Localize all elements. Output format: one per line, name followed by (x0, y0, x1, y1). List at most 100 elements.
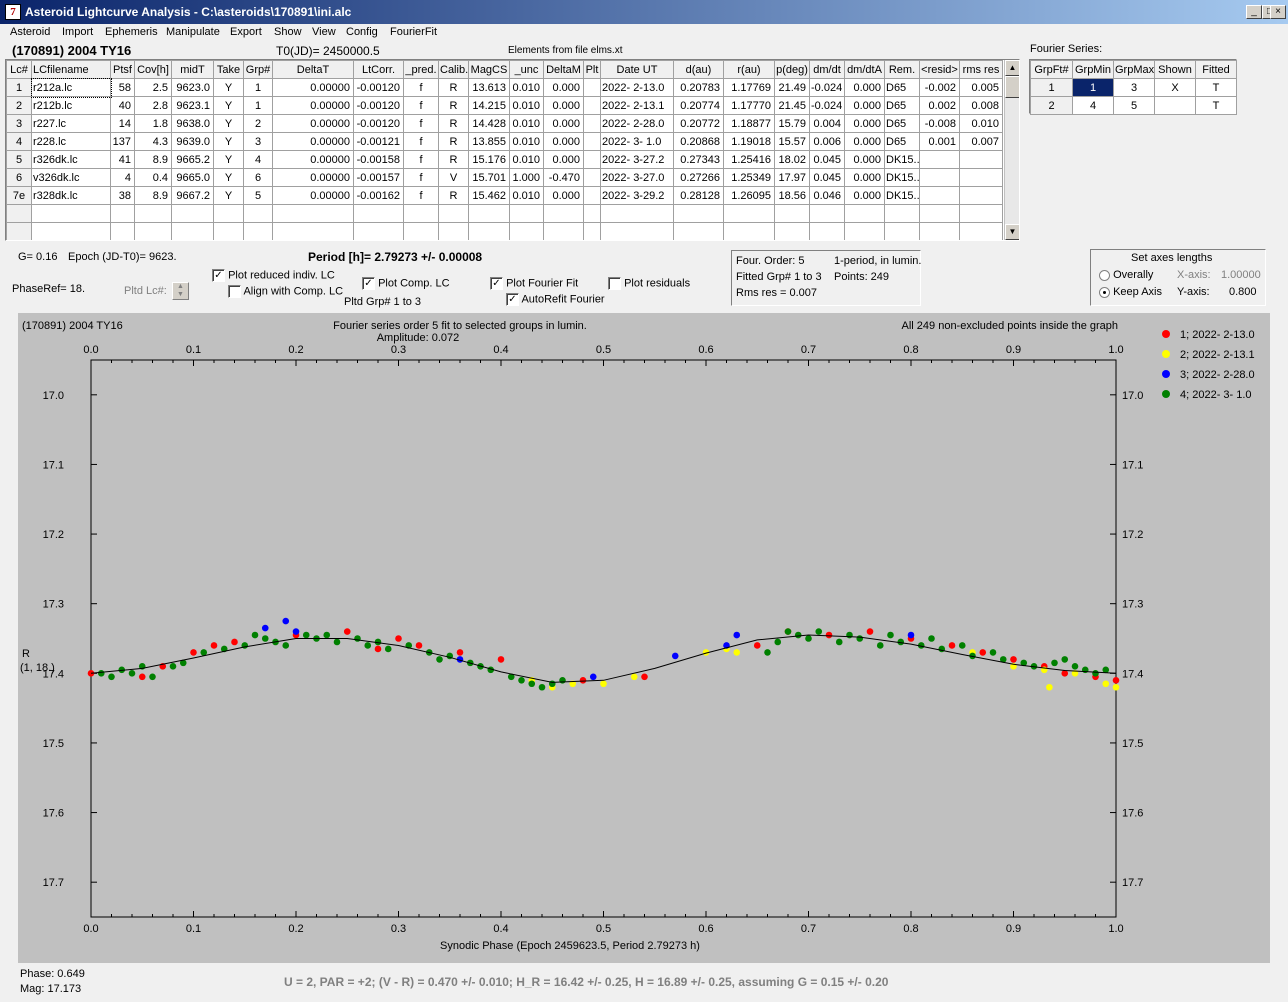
menu-export[interactable]: Export (230, 26, 262, 38)
lc-cell[interactable]: 18.02 (774, 150, 810, 169)
xaxis-value[interactable]: 1.00000 (1221, 269, 1261, 281)
lc-cell[interactable] (272, 204, 354, 223)
lc-column-header[interactable]: DeltaT (272, 60, 354, 79)
lc-cell[interactable] (673, 204, 724, 223)
lc-cell[interactable]: -0.00162 (353, 186, 404, 205)
lc-row-header[interactable]: 7e (6, 186, 32, 205)
lc-row-header[interactable]: 1 (6, 78, 32, 97)
lc-table-row[interactable]: 7e r328dk.lc 38 8.9 9667.2 Y 5 0.00000 -0.00162 f… (6, 186, 1003, 205)
lc-cell[interactable]: 2 (243, 114, 273, 133)
lc-cell[interactable] (583, 186, 601, 205)
lc-cell[interactable]: 0.00000 (272, 150, 354, 169)
lc-cell[interactable]: -0.008 (919, 114, 960, 133)
scroll-thumb[interactable] (1005, 76, 1019, 98)
lc-column-header[interactable]: midT (171, 60, 214, 79)
lc-cell[interactable] (438, 222, 469, 240)
lc-cell[interactable]: r212a.lc (30, 77, 112, 98)
lc-cell[interactable] (919, 186, 960, 205)
lc-cell[interactable]: -0.00121 (353, 132, 404, 151)
lc-cell[interactable]: 2022- 3- 1.0 (600, 132, 674, 151)
lc-cell[interactable] (809, 222, 845, 240)
lc-cell[interactable]: 0.010 (959, 114, 1003, 133)
lc-cell[interactable]: -0.470 (543, 168, 584, 187)
lc-cell[interactable] (543, 204, 584, 223)
lc-cell[interactable] (171, 204, 214, 223)
lc-cell[interactable]: 0.045 (809, 150, 845, 169)
fs-cell[interactable]: T (1195, 78, 1237, 97)
lc-cell[interactable]: R (438, 78, 469, 97)
lc-cell[interactable]: r228.lc (31, 132, 111, 151)
lc-cell[interactable] (884, 222, 920, 240)
lc-cell[interactable]: Y (213, 168, 244, 187)
lc-cell[interactable]: 1.000 (509, 168, 544, 187)
lc-cell[interactable]: r326dk.lc (31, 150, 111, 169)
menu-asteroid[interactable]: Asteroid (10, 26, 51, 38)
lc-cell[interactable] (959, 168, 1003, 187)
yaxis-value[interactable]: 0.800 (1229, 286, 1257, 298)
lc-cell[interactable] (583, 222, 601, 240)
pltd-lc-spinner[interactable]: ▲ ▼ (172, 282, 189, 300)
lc-table-empty-row[interactable] (6, 204, 1003, 223)
fs-cell[interactable]: T (1195, 96, 1237, 115)
menu-config[interactable]: Config (346, 26, 378, 38)
lc-column-header[interactable]: LtCorr. (353, 60, 404, 79)
lc-column-header[interactable]: DeltaM (543, 60, 584, 79)
lc-cell[interactable]: 0.00000 (272, 96, 354, 115)
lc-cell[interactable] (243, 204, 273, 223)
lc-cell[interactable]: -0.024 (809, 78, 845, 97)
fs-cell[interactable]: 5 (1113, 96, 1155, 115)
lc-cell[interactable]: 3 (243, 132, 273, 151)
lc-cell[interactable]: 6 (243, 168, 273, 187)
lc-cell[interactable]: f (403, 78, 439, 97)
lc-cell[interactable]: 0.010 (509, 114, 544, 133)
lc-cell[interactable]: 17.97 (774, 168, 810, 187)
lc-cell[interactable] (844, 204, 885, 223)
lc-cell[interactable] (31, 204, 111, 223)
lc-cell[interactable]: 8.9 (134, 150, 172, 169)
lc-cell[interactable]: 0.005 (959, 78, 1003, 97)
lc-cell[interactable]: 38 (110, 186, 135, 205)
lc-cell[interactable]: 4 (243, 150, 273, 169)
lc-cell[interactable] (919, 204, 960, 223)
lc-cell[interactable] (171, 222, 214, 240)
lc-cell[interactable] (959, 204, 1003, 223)
lc-cell[interactable]: 15.462 (468, 186, 510, 205)
lc-cell[interactable]: 4.3 (134, 132, 172, 151)
lc-cell[interactable]: 1.26095 (723, 186, 775, 205)
lc-cell[interactable]: 41 (110, 150, 135, 169)
lc-cell[interactable]: Y (213, 78, 244, 97)
lc-cell[interactable]: Y (213, 96, 244, 115)
lc-cell[interactable]: 14 (110, 114, 135, 133)
lc-cell[interactable]: 0.010 (509, 186, 544, 205)
lc-cell[interactable]: 1 (243, 96, 273, 115)
lc-cell[interactable]: 15.79 (774, 114, 810, 133)
close-button[interactable]: × (1270, 5, 1286, 19)
lc-cell[interactable]: 14.428 (468, 114, 510, 133)
lc-cell[interactable]: 0.000 (844, 168, 885, 187)
lc-cell[interactable]: 13.855 (468, 132, 510, 151)
lc-column-header[interactable]: LCfilename (31, 60, 111, 79)
lc-cell[interactable]: 2022- 2-13.0 (600, 78, 674, 97)
lc-cell[interactable] (673, 222, 724, 240)
lc-row-header[interactable]: 6 (6, 168, 32, 187)
lc-cell[interactable]: 0.000 (844, 186, 885, 205)
lc-cell[interactable] (774, 204, 810, 223)
lc-cell[interactable]: 0.20868 (673, 132, 724, 151)
lc-column-header[interactable]: <resid> (919, 60, 960, 79)
lc-cell[interactable] (403, 222, 439, 240)
lc-cell[interactable] (723, 222, 775, 240)
lc-cell[interactable]: 8.9 (134, 186, 172, 205)
fs-cell[interactable]: 4 (1072, 96, 1114, 115)
lc-cell[interactable]: f (403, 96, 439, 115)
lc-cell[interactable] (809, 204, 845, 223)
lc-row-header[interactable]: 3 (6, 114, 32, 133)
lc-cell[interactable]: 0.000 (844, 78, 885, 97)
lc-cell[interactable] (468, 204, 510, 223)
lc-cell[interactable]: 9639.0 (171, 132, 214, 151)
lc-cell[interactable] (353, 222, 404, 240)
lc-cell[interactable]: D65 (884, 132, 920, 151)
lc-cell[interactable]: Y (213, 114, 244, 133)
lc-cell[interactable] (509, 204, 544, 223)
lc-cell[interactable]: 9665.0 (171, 168, 214, 187)
lc-column-header[interactable]: Ptsf (110, 60, 135, 79)
